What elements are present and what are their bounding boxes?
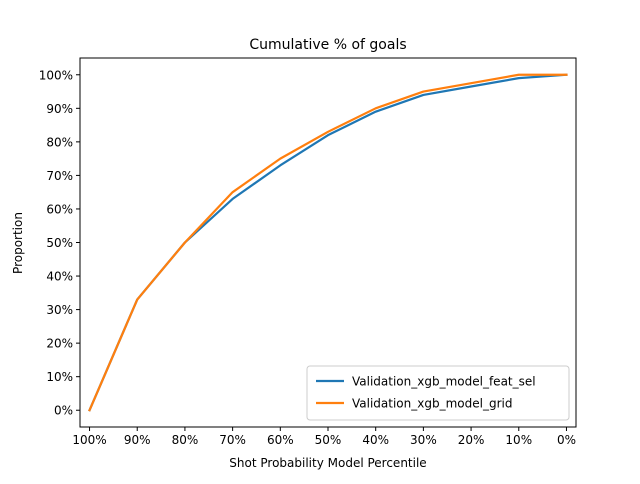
y-tick-label: 40% [46, 270, 73, 284]
x-axis-label: Shot Probability Model Percentile [229, 456, 426, 470]
x-tick-label: 50% [315, 433, 342, 447]
y-tick-label: 60% [46, 202, 73, 216]
x-tick-label: 10% [505, 433, 532, 447]
legend-label-1: Validation_xgb_model_feat_sel [352, 375, 536, 389]
y-tick-label: 0% [54, 404, 73, 418]
y-axis-label: Proportion [11, 212, 25, 274]
y-tick-label: 20% [46, 337, 73, 351]
y-tick-label: 80% [46, 135, 73, 149]
x-tick-label: 0% [557, 433, 576, 447]
y-tick-label: 50% [46, 236, 73, 250]
x-tick-label: 90% [124, 433, 151, 447]
y-tick-label: 100% [39, 68, 73, 82]
y-tick-label: 10% [46, 370, 73, 384]
x-tick-label: 60% [267, 433, 294, 447]
x-tick-label: 30% [410, 433, 437, 447]
x-tick-label: 80% [172, 433, 199, 447]
y-tick-label: 90% [46, 102, 73, 116]
x-tick-label: 40% [362, 433, 389, 447]
legend: Validation_xgb_model_feat_sel Validation_… [306, 365, 570, 421]
legend-label-2: Validation_xgb_model_grid [352, 397, 512, 411]
x-tick-label: 20% [458, 433, 485, 447]
y-tick-label: 30% [46, 303, 73, 317]
series-line-2 [88, 73, 568, 412]
series-line-1 [88, 73, 568, 412]
legend-box [306, 365, 570, 421]
x-tick-label: 100% [72, 433, 106, 447]
chart-title: Cumulative % of goals [249, 37, 406, 53]
y-tick-label: 70% [46, 169, 73, 183]
plot-area: 100% 90% 80% 70% 60% 50% 40% 30% 20% 10% 0% 0% 10% 20… [39, 57, 577, 447]
x-tick-label: 70% [219, 433, 246, 447]
